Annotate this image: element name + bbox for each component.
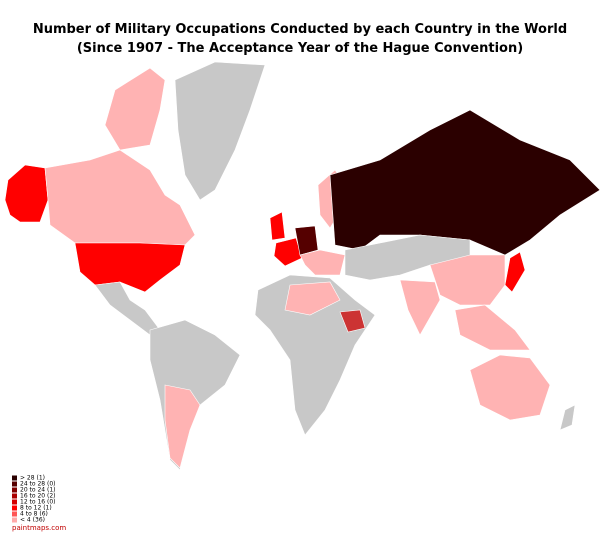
legend-label: 4 to 8 (6) [20, 511, 48, 518]
china [429, 254, 506, 306]
europe-rest [299, 249, 346, 276]
legend-swatch [12, 517, 17, 523]
argentina [164, 384, 201, 469]
alaska [4, 164, 49, 223]
legend: > 28 (1)24 to 28 (0)20 to 24 (1)16 to 20… [12, 475, 56, 524]
canada [44, 149, 196, 246]
legend-label: 24 to 28 (0) [20, 481, 56, 488]
title-line2: (Since 1907 - The Acceptance Year of the… [77, 41, 523, 56]
legend-swatch [12, 493, 17, 499]
mexico-central-america [94, 281, 161, 336]
legend-label: > 28 (1) [20, 475, 45, 482]
legend-label: < 4 (36) [20, 517, 45, 524]
legend-swatch [12, 487, 17, 493]
africa-occupied [284, 281, 341, 316]
greenland [174, 61, 266, 201]
legend-label: 12 to 16 (0) [20, 499, 56, 506]
ethiopia [339, 309, 366, 333]
legend-swatch [12, 481, 17, 487]
legend-swatch [12, 505, 17, 511]
se-asia [454, 304, 531, 351]
source: paintmaps.com [12, 524, 66, 532]
usa [74, 242, 186, 293]
russia [329, 109, 601, 256]
australia [469, 354, 551, 421]
south-america [149, 319, 241, 471]
japan [504, 251, 526, 293]
france [273, 237, 303, 267]
title-line1: Number of Military Occupations Conducted… [33, 22, 567, 37]
legend-swatch [12, 511, 17, 517]
legend-label: 16 to 20 (2) [20, 493, 56, 500]
arctic-islands [104, 67, 166, 151]
world-map [4, 61, 601, 471]
germany [294, 225, 319, 256]
new-zealand [559, 404, 576, 431]
india [399, 279, 441, 336]
legend-swatch [12, 499, 17, 505]
legend-swatch [12, 475, 17, 481]
legend-label: 8 to 12 (1) [20, 505, 52, 512]
legend-label: 20 to 24 (1) [20, 487, 56, 494]
uk [269, 211, 286, 241]
